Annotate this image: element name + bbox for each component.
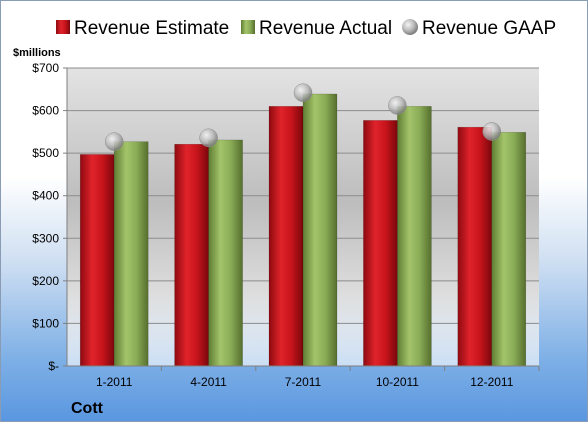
legend-item-actual[interactable]: Revenue Actual [241,18,392,39]
bar-revenue-actual [208,139,243,367]
marker-revenue-gaap [199,128,218,148]
bar-revenue-actual [113,141,149,367]
x-axis-ticks: 1-2011 4-2011 7-2011 10-2011 12-2011 [96,366,540,389]
y-tick-label: $- [48,359,59,373]
legend-label-gaap: Revenue GAAP [422,18,556,39]
x-tick-label: 10-2011 [376,375,419,389]
legend-label-actual: Revenue Actual [259,18,392,39]
company-name: Cott [71,400,104,417]
bar-revenue-estimate [174,143,209,367]
y-tick-label: $600 [32,104,59,118]
y-tick-label: $500 [32,146,59,160]
bar-revenue-estimate [363,120,398,367]
marker-revenue-gaap [104,132,124,151]
x-tick-label: 1-2011 [96,375,133,389]
legend-item-gaap[interactable]: Revenue GAAP [402,18,556,39]
marker-revenue-gaap [482,122,502,141]
y-tick-label: $100 [32,316,59,330]
legend-label-estimate: Revenue Estimate [74,18,229,39]
marker-revenue-gaap [293,83,313,102]
bar-revenue-estimate [79,154,115,367]
y-axis-ticks: $- $100 $200 $300 $400 $500 $600 $700 [32,61,67,373]
legend-swatch-gaap [402,19,418,35]
legend: Revenue Estimate Revenue Actual Revenue … [56,18,556,39]
gaap-markers [104,83,502,151]
bars [79,93,527,367]
bar-revenue-actual [491,132,527,367]
y-axis-unit-label: $millions [13,47,61,59]
legend-swatch-estimate [56,20,70,34]
x-tick-label: 7-2011 [285,375,322,389]
bar-revenue-estimate [457,126,493,367]
y-tick-label: $300 [32,231,59,245]
legend-item-estimate[interactable]: Revenue Estimate [56,18,229,39]
y-tick-label: $700 [32,61,59,75]
bar-revenue-actual [397,106,432,367]
y-tick-label: $200 [32,274,59,288]
x-tick-label: 12-2011 [470,375,513,389]
legend-swatch-actual [241,20,255,34]
bar-revenue-estimate [268,106,304,367]
marker-revenue-gaap [388,96,407,115]
x-tick-label: 4-2011 [190,375,227,389]
bar-revenue-actual [302,93,338,367]
y-tick-label: $400 [32,189,59,203]
